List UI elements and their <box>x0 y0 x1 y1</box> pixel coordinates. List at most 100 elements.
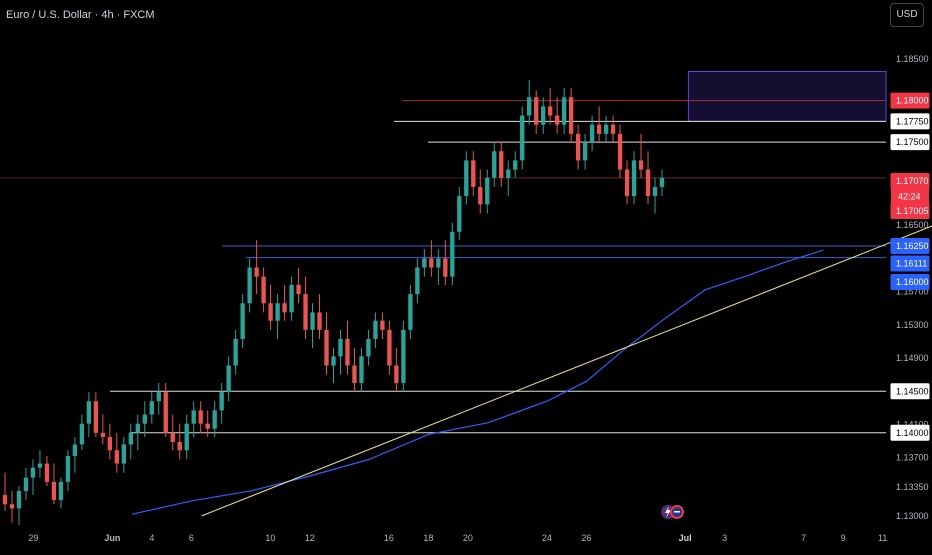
time-tick-label: Jun <box>104 533 120 543</box>
countdown-box <box>891 188 929 204</box>
candle-body <box>254 267 259 277</box>
candle-body <box>624 169 630 197</box>
candle-up <box>37 450 43 478</box>
candle-body <box>114 450 119 464</box>
candle-down <box>499 142 504 187</box>
candle-body <box>163 392 168 433</box>
candle-down <box>44 456 50 486</box>
candle-body <box>142 414 147 424</box>
candle-body <box>401 329 406 383</box>
time-tick-label: 10 <box>265 533 275 543</box>
price-axis[interactable]: 1.18500 1.16500 1.15700 1.15300 1.14900 1.141… <box>896 54 929 521</box>
price-tag-box <box>890 255 930 272</box>
candle-down <box>205 410 210 437</box>
price-tag: 1.16250 <box>890 237 930 254</box>
candle-up <box>219 382 224 424</box>
candle-down <box>254 240 259 295</box>
candle-up <box>149 392 154 424</box>
candle-body <box>408 294 413 330</box>
price-tags-layer: 1.18000 1.17750 1.17500 1.17070 1.17005 1.162… <box>890 92 930 441</box>
candle-up <box>58 477 64 509</box>
candle-down <box>380 312 385 339</box>
candle-down <box>610 115 616 143</box>
candle-body <box>331 356 336 366</box>
candle-body <box>638 160 644 170</box>
price-tag: 1.14000 <box>890 424 930 441</box>
price-tag-box <box>890 237 930 254</box>
candle-up <box>464 151 469 205</box>
candle-up <box>631 151 637 205</box>
candle-body <box>205 423 210 429</box>
candle-up <box>659 169 665 197</box>
candle-down <box>107 423 113 460</box>
candle-down <box>554 97 560 134</box>
candle-up <box>652 177 658 214</box>
candle-body <box>324 329 329 366</box>
candle-body <box>247 267 252 304</box>
candle-body <box>240 303 245 339</box>
candle-up <box>401 320 406 393</box>
price-tag: 1.17500 <box>890 134 930 151</box>
event-icons[interactable] <box>661 505 684 519</box>
price-tag-label: 1.14500 <box>896 386 929 396</box>
price-tick-label: 1.15300 <box>896 320 929 330</box>
candle-up <box>422 249 427 277</box>
price-tick-label: 1.15700 <box>896 287 929 297</box>
candle-down <box>2 472 8 511</box>
candle-up <box>408 284 413 339</box>
supply-zone <box>687 71 887 122</box>
candle-body <box>184 423 189 451</box>
candle-body <box>596 124 602 134</box>
price-tag-label: 1.17005 <box>896 206 929 216</box>
candle-up <box>184 414 189 460</box>
candle-body <box>499 151 504 178</box>
time-tick-label: 7 <box>801 533 806 543</box>
candle-down <box>93 392 99 437</box>
price-tag-box <box>890 274 930 290</box>
candle-down <box>568 88 574 143</box>
candle-body <box>506 169 511 178</box>
price-tick-label: 1.14100 <box>896 420 929 430</box>
candle-body <box>268 303 273 321</box>
candle-body <box>575 133 581 161</box>
candle-up <box>589 115 595 152</box>
candle-up <box>582 133 588 170</box>
candle-body <box>457 196 462 232</box>
price-tag-box <box>890 113 930 130</box>
candle-body <box>366 338 371 357</box>
candle-up <box>30 459 36 496</box>
candle-down <box>575 124 581 170</box>
candle-body <box>568 97 574 134</box>
candle-body <box>37 463 43 468</box>
time-axis[interactable]: 29Jun4610121618202426Jul3791115172123 <box>28 533 932 543</box>
candle-body <box>554 115 560 125</box>
time-tick-label: 9 <box>841 533 846 543</box>
candle-up <box>16 485 22 525</box>
candle-down <box>324 312 329 375</box>
price-tag-box <box>890 383 930 400</box>
currency-button[interactable]: USD <box>890 3 924 27</box>
candle-body <box>289 284 294 313</box>
candle-down <box>394 348 399 393</box>
trendline <box>201 225 932 517</box>
candle-body <box>156 392 161 402</box>
candle-down <box>478 169 483 214</box>
price-tick-label: 1.13350 <box>896 482 929 492</box>
price-tag: 1.17750 <box>890 113 930 130</box>
candle-up <box>561 88 567 134</box>
candle-up <box>366 329 371 366</box>
time-tick-label: 12 <box>305 533 315 543</box>
candle-down <box>170 414 175 451</box>
candle-body <box>582 142 588 161</box>
candle-body <box>352 365 357 383</box>
candle-down <box>352 348 357 393</box>
candle-body <box>177 441 182 451</box>
candle-down <box>345 320 350 375</box>
time-tick-label: Jul <box>679 533 692 543</box>
price-tick-label: 1.18500 <box>896 54 929 64</box>
candle-body <box>485 177 490 205</box>
candle-body <box>58 481 64 501</box>
candle-down <box>114 432 119 473</box>
candle-body <box>429 258 434 268</box>
